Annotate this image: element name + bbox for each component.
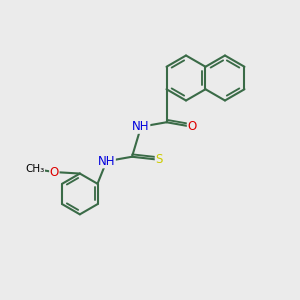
Text: O: O <box>50 166 59 178</box>
Text: S: S <box>155 153 163 166</box>
Text: NH: NH <box>132 120 150 133</box>
Text: O: O <box>188 120 196 133</box>
Text: CH₃: CH₃ <box>25 164 44 174</box>
Text: NH: NH <box>98 155 115 168</box>
